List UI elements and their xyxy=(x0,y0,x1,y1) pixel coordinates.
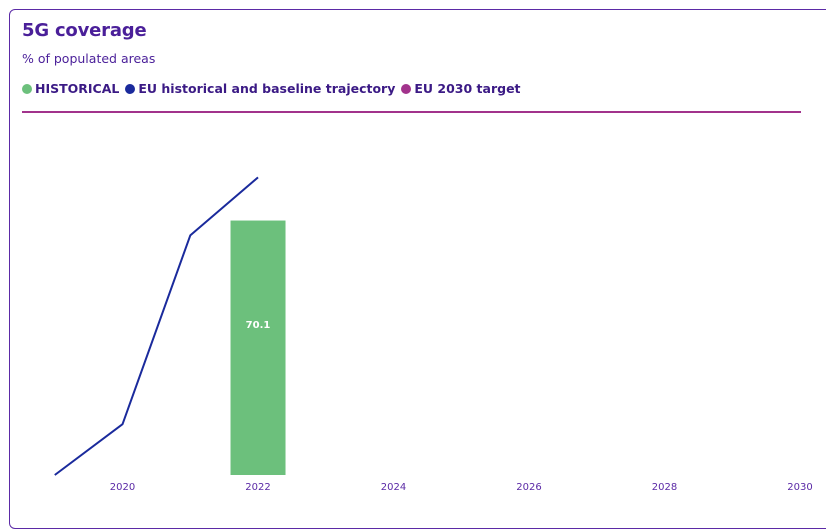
x-tick-label: 2020 xyxy=(110,482,135,493)
chart-legend: HISTORICAL EU historical and baseline tr… xyxy=(22,81,527,96)
legend-item-historical[interactable]: HISTORICAL xyxy=(22,81,119,96)
chart-title: 5G coverage xyxy=(22,20,147,41)
x-tick-label: 2028 xyxy=(652,482,677,493)
trajectory-line xyxy=(54,176,259,476)
bar-data-label: 70.1 xyxy=(246,320,271,331)
legend-dot-historical-icon xyxy=(22,83,32,94)
bar-historical xyxy=(230,220,286,475)
legend-dot-eu-target-icon xyxy=(401,83,412,94)
legend-item-eu-trajectory[interactable]: EU historical and baseline trajectory xyxy=(125,81,395,96)
legend-label-historical: HISTORICAL xyxy=(35,81,120,96)
legend-item-eu-target[interactable]: EU 2030 target xyxy=(401,81,521,96)
legend-label-eu-target: EU 2030 target xyxy=(414,81,521,96)
x-tick-label: 2024 xyxy=(381,482,406,493)
x-tick-label: 2030 xyxy=(787,482,812,493)
x-tick-label: 2026 xyxy=(516,482,541,493)
legend-label-eu-trajectory: EU historical and baseline trajectory xyxy=(138,81,396,96)
legend-dot-eu-trajectory-icon xyxy=(125,83,136,94)
x-tick-label: 2022 xyxy=(245,482,270,493)
chart-subtitle: % of populated areas xyxy=(22,51,156,66)
